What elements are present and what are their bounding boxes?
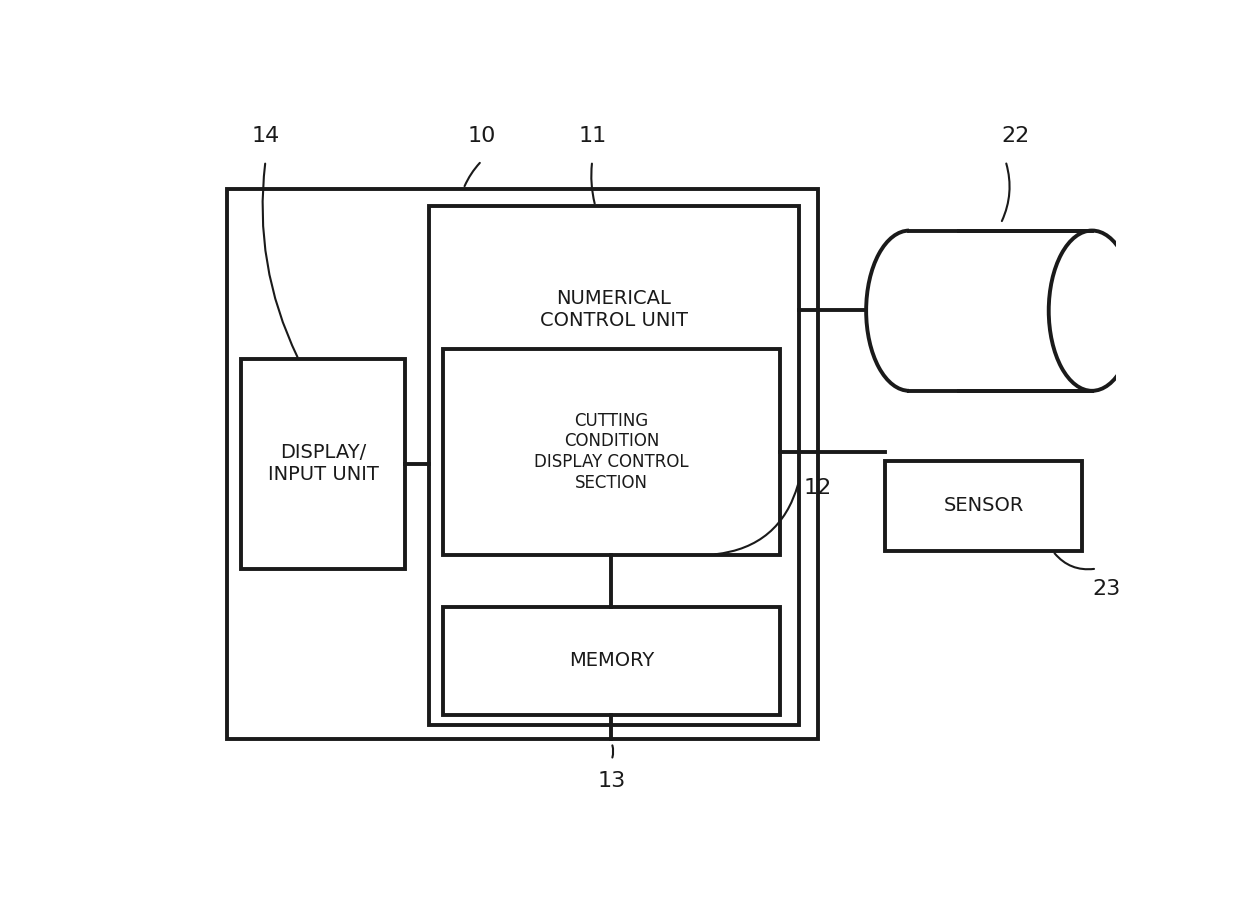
Bar xyxy=(444,349,780,555)
Text: 12: 12 xyxy=(804,479,832,499)
Bar xyxy=(227,189,818,739)
Text: DISPLAY/
INPUT UNIT: DISPLAY/ INPUT UNIT xyxy=(268,443,378,484)
Text: CUTTING
CONDITION
DISPLAY CONTROL
SECTION: CUTTING CONDITION DISPLAY CONTROL SECTIO… xyxy=(534,412,688,492)
Bar xyxy=(242,359,404,568)
Text: 22: 22 xyxy=(1001,127,1029,147)
Text: 13: 13 xyxy=(598,771,626,791)
Bar xyxy=(429,206,799,725)
Text: NUMERICAL
CONTROL UNIT: NUMERICAL CONTROL UNIT xyxy=(539,290,688,330)
Bar xyxy=(444,607,780,715)
Bar xyxy=(885,461,1083,551)
Text: 11: 11 xyxy=(578,127,606,147)
Text: SENSOR: SENSOR xyxy=(944,496,1024,515)
Bar xyxy=(909,231,1092,391)
Ellipse shape xyxy=(1049,231,1135,391)
Text: 23: 23 xyxy=(1092,579,1121,599)
Bar xyxy=(909,224,957,398)
Ellipse shape xyxy=(866,231,952,391)
Text: 10: 10 xyxy=(467,127,496,147)
Text: MEMORY: MEMORY xyxy=(569,652,655,671)
Text: 14: 14 xyxy=(252,127,280,147)
